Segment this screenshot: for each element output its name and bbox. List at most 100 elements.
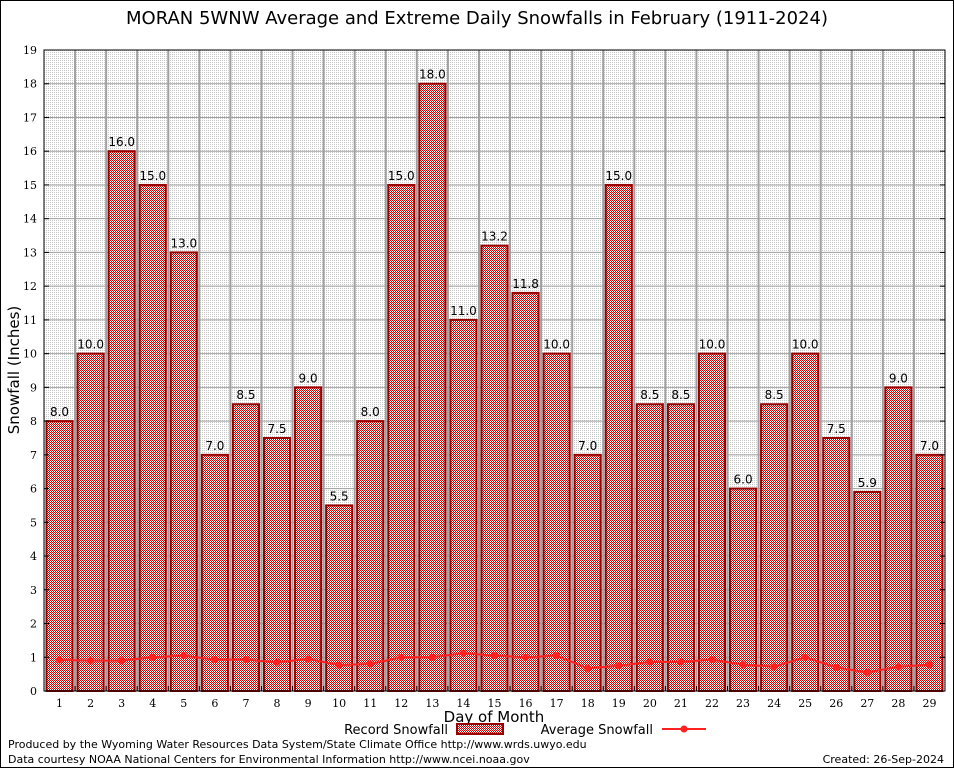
y-tick-label: 10 xyxy=(23,348,37,361)
y-tick-label: 13 xyxy=(23,246,37,259)
y-tick-label: 2 xyxy=(30,618,37,631)
average-point-day-28 xyxy=(894,663,902,671)
x-tick-label: 25 xyxy=(798,697,812,710)
x-tick-label: 10 xyxy=(332,697,346,710)
average-point-day-8 xyxy=(273,658,281,666)
data-label: 8.0 xyxy=(361,405,380,419)
bar-record-day-26 xyxy=(822,436,851,693)
average-point-day-10 xyxy=(335,661,343,669)
y-tick-label: 5 xyxy=(30,516,37,529)
data-label: 18.0 xyxy=(419,68,446,82)
data-label: 6.0 xyxy=(734,473,753,487)
data-label: 8.5 xyxy=(671,388,690,402)
data-label: 7.0 xyxy=(578,439,597,453)
data-label: 5.9 xyxy=(858,476,877,490)
y-tick-label: 1 xyxy=(30,651,37,664)
data-label: 7.5 xyxy=(267,422,286,436)
bar-record-day-17 xyxy=(542,352,571,692)
data-label: 8.5 xyxy=(640,388,659,402)
average-point-day-22 xyxy=(708,656,716,664)
y-tick-label: 4 xyxy=(30,550,37,563)
data-label: 5.5 xyxy=(330,489,349,503)
x-tick-label: 5 xyxy=(180,697,187,710)
x-tick-label: 14 xyxy=(456,697,470,710)
x-tick-label: 6 xyxy=(211,697,218,710)
data-label: 8.5 xyxy=(236,388,255,402)
average-point-day-6 xyxy=(211,656,219,664)
bar-record-day-13 xyxy=(418,82,447,693)
bar-record-day-8 xyxy=(262,436,292,693)
x-tick-label: 8 xyxy=(274,697,281,710)
bar-record-day-5 xyxy=(169,251,198,692)
data-label: 7.0 xyxy=(205,439,224,453)
bar-record-day-3 xyxy=(107,150,136,693)
average-point-day-3 xyxy=(118,657,126,665)
average-point-day-12 xyxy=(397,653,405,661)
legend: Record Snowfall Average Snowfall xyxy=(344,723,706,738)
bar-record-day-22 xyxy=(697,352,727,692)
x-tick-label: 13 xyxy=(425,697,439,710)
x-tick-label: 17 xyxy=(550,697,564,710)
footer-courtesy: Data courtesy NOAA National Centers for … xyxy=(8,753,530,766)
footer-created: Created: 26-Sep-2024 xyxy=(822,753,944,766)
x-tick-label: 28 xyxy=(891,697,905,710)
data-label: 16.0 xyxy=(108,135,135,149)
y-tick-label: 3 xyxy=(30,584,37,597)
x-tick-label: 20 xyxy=(643,697,657,710)
data-label: 10.0 xyxy=(77,338,104,352)
average-point-day-5 xyxy=(180,652,188,660)
average-point-day-18 xyxy=(584,664,592,672)
bar-record-day-1 xyxy=(45,420,74,692)
x-tick-label: 16 xyxy=(519,697,533,710)
average-point-day-25 xyxy=(801,653,809,661)
average-point-day-19 xyxy=(615,662,623,670)
bar-record-day-4 xyxy=(138,183,167,693)
average-point-day-21 xyxy=(677,658,685,666)
bar-record-day-9 xyxy=(294,386,323,692)
x-tick-label: 26 xyxy=(829,697,843,710)
x-tick-label: 11 xyxy=(363,697,377,710)
y-tick-label: 11 xyxy=(23,314,37,327)
average-point-day-23 xyxy=(739,661,747,669)
bar-record-day-20 xyxy=(635,403,664,692)
y-tick-label: 15 xyxy=(23,179,37,192)
average-point-day-13 xyxy=(428,653,436,661)
x-tick-label: 7 xyxy=(242,697,249,710)
bar-record-day-15 xyxy=(480,244,509,693)
data-label: 13.0 xyxy=(170,236,197,250)
average-point-day-4 xyxy=(149,653,157,661)
bar-record-day-7 xyxy=(231,403,260,692)
bar-record-day-21 xyxy=(666,403,695,692)
x-tick-label: 9 xyxy=(305,697,312,710)
data-label: 9.0 xyxy=(299,371,318,385)
y-axis-label: Snowfall (Inches) xyxy=(5,306,23,434)
data-label: 8.5 xyxy=(765,388,784,402)
x-tick-label: 21 xyxy=(674,697,688,710)
legend-average-label: Average Snowfall xyxy=(541,723,653,738)
x-tick-label: 4 xyxy=(149,697,156,710)
average-point-day-2 xyxy=(87,657,95,665)
x-tick-label: 19 xyxy=(612,697,626,710)
legend-average-marker xyxy=(680,725,688,733)
bar-record-day-25 xyxy=(791,352,820,692)
y-tick-label: 0 xyxy=(30,685,37,698)
data-label: 15.0 xyxy=(139,169,166,183)
x-tick-label: 27 xyxy=(860,697,874,710)
data-label: 8.0 xyxy=(50,405,69,419)
x-axis-label: Day of Month xyxy=(444,708,545,726)
bar-record-day-24 xyxy=(760,403,789,692)
data-label: 11.0 xyxy=(450,304,477,318)
footer-produced: Produced by the Wyoming Water Resources … xyxy=(8,738,587,751)
average-point-day-14 xyxy=(459,649,467,657)
average-point-day-20 xyxy=(646,658,654,666)
bar-record-day-16 xyxy=(511,291,540,692)
y-tick-label: 12 xyxy=(23,280,37,293)
average-point-day-7 xyxy=(242,656,250,664)
y-tick-label: 17 xyxy=(23,111,37,124)
legend-record-swatch xyxy=(456,723,504,735)
data-label: 10.0 xyxy=(543,338,570,352)
average-point-day-27 xyxy=(863,668,871,676)
x-tick-label: 12 xyxy=(394,697,408,710)
x-tick-label: 15 xyxy=(488,697,502,710)
average-point-day-15 xyxy=(491,652,498,660)
